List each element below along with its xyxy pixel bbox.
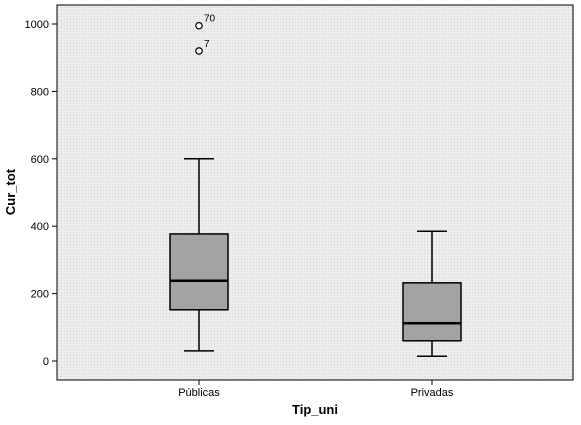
y-tick-label-200: 200 xyxy=(31,289,49,301)
box-0-iqr-rect xyxy=(169,233,229,311)
y-axis-title: Cur_tot xyxy=(3,168,18,215)
box-0-outlier-label-0: 70 xyxy=(204,14,216,25)
y-axis: 0 200 400 600 800 1000 xyxy=(25,19,57,368)
box-0-outlier-label-1: 7 xyxy=(204,39,210,50)
box-1-iqr-rect xyxy=(402,282,462,342)
plot-area xyxy=(56,4,574,381)
y-tick-label-800: 800 xyxy=(31,86,49,98)
x-tick-label-1: Privadas xyxy=(411,387,454,399)
box-0-outlier-1 xyxy=(195,47,203,55)
x-axis: Públicas Privadas xyxy=(178,380,454,399)
y-tick-label-600: 600 xyxy=(31,154,49,166)
box-0-outlier-0 xyxy=(195,21,203,30)
y-tick-label-1000: 1000 xyxy=(25,19,49,31)
y-tick-label-0: 0 xyxy=(43,356,49,368)
x-tick-label-0: Públicas xyxy=(178,387,220,399)
boxes: 70 7 xyxy=(169,14,462,358)
y-tick-label-400: 400 xyxy=(31,221,49,233)
x-axis-title: Tip_uni xyxy=(292,402,338,417)
